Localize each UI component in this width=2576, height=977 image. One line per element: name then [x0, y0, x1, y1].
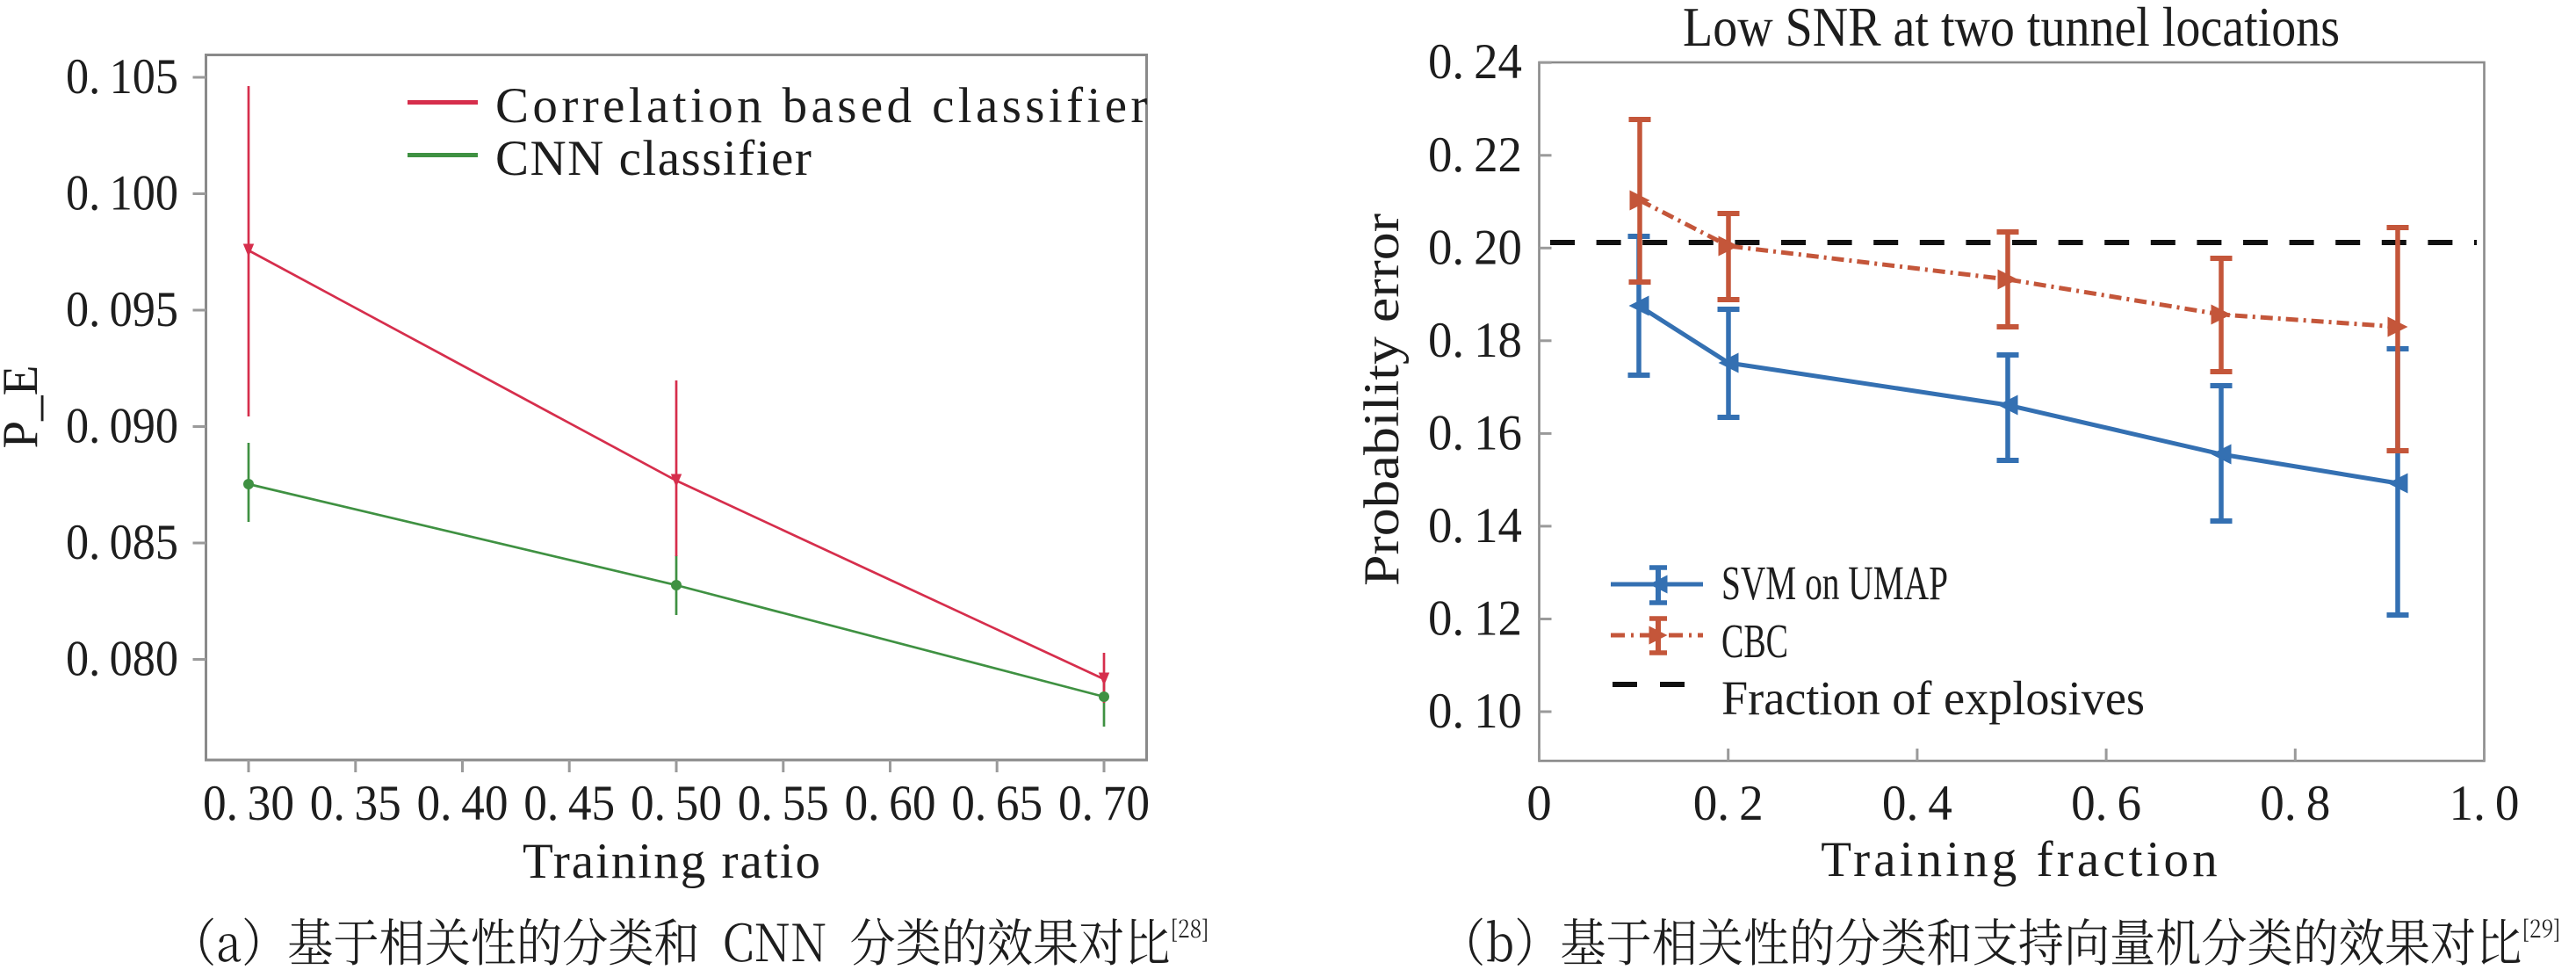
svg-text:0. 10: 0. 10	[1428, 684, 1522, 739]
svg-text:Probability error: Probability error	[1354, 213, 1410, 586]
svg-text:0. 22: 0. 22	[1428, 127, 1522, 183]
svg-text:0. 105: 0. 105	[66, 49, 178, 105]
svg-text:0. 24: 0. 24	[1428, 34, 1522, 90]
svg-text:0. 20: 0. 20	[1428, 220, 1522, 275]
svg-text:Training ratio: Training ratio	[523, 834, 822, 889]
svg-text:0. 6: 0. 6	[2071, 776, 2141, 831]
svg-text:CBC: CBC	[1721, 614, 1788, 668]
svg-text:0. 16: 0. 16	[1428, 405, 1522, 460]
svg-text:1. 0: 1. 0	[2450, 776, 2520, 831]
svg-text:0. 30: 0. 30	[203, 776, 294, 831]
svg-text:0. 70: 0. 70	[1058, 776, 1150, 831]
svg-text:Low SNR at two tunnel location: Low SNR at two tunnel locations	[1683, 0, 2340, 58]
svg-text:0. 45: 0. 45	[523, 776, 615, 831]
svg-text:0. 2: 0. 2	[1693, 776, 1764, 831]
svg-text:0. 4: 0. 4	[1882, 776, 1952, 831]
svg-text:0. 14: 0. 14	[1428, 498, 1522, 554]
svg-text:Training fraction: Training fraction	[1821, 832, 2220, 887]
svg-text:0. 65: 0. 65	[951, 776, 1043, 831]
svg-text:0. 100: 0. 100	[66, 166, 178, 221]
svg-text:0. 8: 0. 8	[2260, 776, 2330, 831]
svg-text:0. 085: 0. 085	[66, 515, 178, 570]
svg-text:0. 60: 0. 60	[845, 776, 936, 831]
svg-text:P_E: P_E	[0, 365, 48, 448]
svg-text:0. 40: 0. 40	[417, 776, 509, 831]
svg-text:0. 35: 0. 35	[310, 776, 401, 831]
svg-text:0. 12: 0. 12	[1428, 591, 1522, 647]
svg-text:0. 18: 0. 18	[1428, 313, 1522, 368]
svg-text:0. 090: 0. 090	[66, 399, 178, 454]
svg-text:0. 50: 0. 50	[631, 776, 722, 831]
svg-text:Fraction of explosives: Fraction of explosives	[1721, 671, 2145, 725]
svg-text:0. 095: 0. 095	[66, 282, 178, 337]
svg-text:CNN classifier: CNN classifier	[495, 131, 812, 186]
svg-text:0: 0	[1526, 776, 1552, 831]
svg-text:SVM on UMAP: SVM on UMAP	[1721, 556, 1948, 610]
svg-text:0. 080: 0. 080	[66, 632, 178, 687]
svg-text:Correlation based classifier: Correlation based classifier	[495, 78, 1151, 134]
svg-text:0. 55: 0. 55	[738, 776, 829, 831]
